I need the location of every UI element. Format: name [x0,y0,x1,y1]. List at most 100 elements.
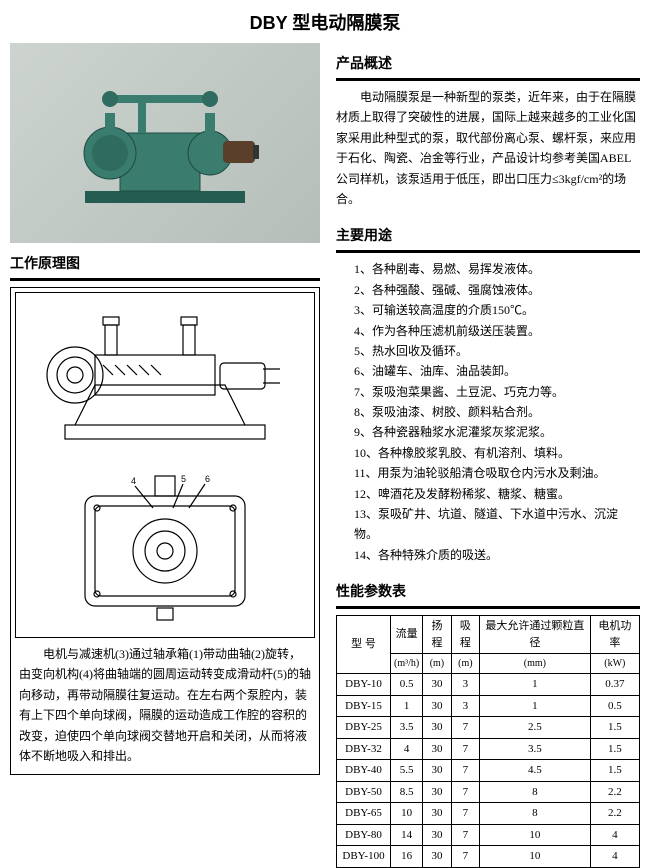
table-row: DBY-508.530782.2 [337,781,640,803]
cell: 3 [451,695,479,717]
use-item: 11、用泵为油轮驳船清仓吸取仓内污水及剩油。 [354,463,640,483]
cell: 30 [423,846,451,868]
cell: 8.5 [391,781,423,803]
use-item: 5、热水回收及循环。 [354,341,640,361]
cell: DBY-10 [337,674,391,696]
unit-suction: (m) [451,654,479,674]
cell: DBY-15 [337,695,391,717]
cell: DBY-80 [337,824,391,846]
use-item: 2、各种强酸、强碱、强腐蚀液体。 [354,280,640,300]
spec-underline [336,606,640,609]
cell: 30 [423,674,451,696]
diagram-heading: 工作原理图 [10,253,320,274]
cell: 7 [451,846,479,868]
uses-heading: 主要用途 [336,225,640,246]
overview-text: 电动隔膜泵是一种新型的泵类，近年来，由于在隔膜材质上取得了突破性的进展，国际上越… [336,87,640,209]
table-row: DBY-253.53072.51.5 [337,717,640,739]
use-item: 13、泵吸矿井、坑道、隧道、下水道中污水、沉淀物。 [354,504,640,545]
th-flow: 流量 [391,616,423,654]
cell: 1.5 [590,760,639,782]
use-item: 8、泵吸油漆、树胶、颜料粘合剂。 [354,402,640,422]
use-item: 7、泵吸泡菜果酱、土豆泥、巧克力等。 [354,382,640,402]
cell: DBY-100 [337,846,391,868]
unit-flow: (m³/h) [391,654,423,674]
cell: 2.5 [480,717,591,739]
cell: 8 [480,803,591,825]
table-header-row: 型 号 流量 扬程 吸程 最大允许通过颗粒直径 电机功率 [337,616,640,654]
svg-text:4: 4 [131,476,136,486]
cell: 10 [391,803,423,825]
cell: 4.5 [480,760,591,782]
cell: 10 [480,824,591,846]
table-row: DBY-651030782.2 [337,803,640,825]
cell: 30 [423,695,451,717]
cell: 2.2 [590,781,639,803]
cell: 3.5 [391,717,423,739]
cell: 30 [423,781,451,803]
diagram-underline [10,278,320,281]
unit-particle: (mm) [480,654,591,674]
cell: 30 [423,760,451,782]
svg-text:6: 6 [205,474,210,484]
overview-heading: 产品概述 [336,53,640,74]
cell: 0.5 [590,695,639,717]
right-column: 产品概述 电动隔膜泵是一种新型的泵类，近年来，由于在隔膜材质上取得了突破性的进展… [320,43,640,868]
cell: 2.2 [590,803,639,825]
use-item: 14、各种特殊介质的吸送。 [354,545,640,565]
spec-table-body: DBY-100.530310.37 DBY-15130310.5 DBY-253… [337,674,640,868]
principle-text: 电机与减速机(3)通过轴承箱(1)带动曲轴(2)旋转，由变向机构(4)将曲轴端的… [15,638,315,770]
cell: 30 [423,738,451,760]
cell: 14 [391,824,423,846]
cell: 1 [480,695,591,717]
cell: 7 [451,738,479,760]
cell: 4 [391,738,423,760]
cell: 7 [451,824,479,846]
table-row: DBY-10016307104 [337,846,640,868]
table-row: DBY-15130310.5 [337,695,640,717]
th-head: 扬程 [423,616,451,654]
th-power: 电机功率 [590,616,639,654]
cell: 30 [423,803,451,825]
th-suction: 吸程 [451,616,479,654]
table-row: DBY-8014307104 [337,824,640,846]
cell: DBY-32 [337,738,391,760]
cell: 4 [590,846,639,868]
cell: 7 [451,717,479,739]
page-title: DBY 型电动隔膜泵 [0,0,650,43]
cell: 7 [451,781,479,803]
principle-diagram: 4 5 6 [15,292,315,638]
use-item: 10、各种橡胶浆乳胶、有机溶剂、填料。 [354,443,640,463]
left-column: 工作原理图 [10,43,320,868]
th-model: 型 号 [337,616,391,674]
spec-table: 型 号 流量 扬程 吸程 最大允许通过颗粒直径 电机功率 (m³/h) (m) … [336,615,640,868]
overview-underline [336,78,640,81]
cell: 10 [480,846,591,868]
diagram-side-view [35,305,295,455]
cell: 7 [451,760,479,782]
cell: 3.5 [480,738,591,760]
cell: DBY-25 [337,717,391,739]
table-row: DBY-3243073.51.5 [337,738,640,760]
cell: 1.5 [590,717,639,739]
cell: DBY-40 [337,760,391,782]
uses-list: 1、各种剧毒、易燃、易挥发液体。 2、各种强酸、强碱、强腐蚀液体。 3、可输送较… [336,259,640,565]
cell: 16 [391,846,423,868]
main-container: 工作原理图 [0,43,650,868]
cell: DBY-65 [337,803,391,825]
use-item: 6、油罐车、油库、油品装卸。 [354,361,640,381]
cell: 4 [590,824,639,846]
cell: 1 [391,695,423,717]
use-item: 12、啤酒花及发酵粉稀浆、糖浆、糖蜜。 [354,484,640,504]
diagram-front-view: 4 5 6 [65,466,265,626]
th-particle: 最大允许通过颗粒直径 [480,616,591,654]
use-item: 9、各种瓷器釉浆水泥灌浆灰浆泥浆。 [354,422,640,442]
cell: 30 [423,717,451,739]
use-item: 4、作为各种压滤机前级送压装置。 [354,321,640,341]
svg-text:5: 5 [181,474,186,484]
cell: 5.5 [391,760,423,782]
cell: 1.5 [590,738,639,760]
spec-heading: 性能参数表 [336,581,640,602]
pump-photo [65,73,265,213]
cell: DBY-50 [337,781,391,803]
product-photo-box [10,43,320,243]
